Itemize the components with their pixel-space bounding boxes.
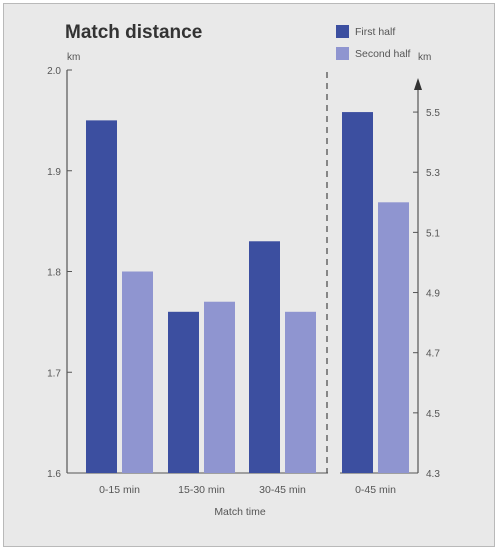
left-axis-unit: km: [67, 52, 80, 63]
category-label: 15-30 min: [178, 484, 225, 496]
chart-title: Match distance: [65, 22, 202, 43]
right-axis-tick-label: 4.3: [426, 469, 440, 480]
category-label: 0-45 min: [355, 484, 396, 496]
bar-second-half-0-15-min: [122, 271, 153, 473]
labels-group: 1.6 1.7 1.8 1.9 2.0 4.3 4.5 4.7 4.9 5.1 5.3 5.5 0-15…: [47, 66, 440, 496]
bar-first-half-15-30-min: [168, 311, 199, 473]
category-label: 30-45 min: [259, 484, 306, 496]
right-axis-tick-label: 5.1: [426, 228, 440, 239]
bar-second-half-0-45-min: [378, 202, 409, 474]
right-axis-tick-label: 5.3: [426, 168, 440, 179]
right-axis-tick-label: 5.5: [426, 108, 440, 119]
left-axis-tick-label: 1.8: [47, 268, 61, 279]
right-axis-tick-label: 4.5: [426, 409, 440, 420]
left-axis-tick-label: 1.6: [47, 469, 61, 480]
x-axis-title: Match time: [214, 506, 266, 518]
legend-label-second-half: Second half: [355, 48, 411, 60]
bar-first-half-0-45-min: [342, 112, 373, 474]
right-axis-unit: km: [418, 52, 431, 63]
left-axis-tick-label: 1.9: [47, 167, 61, 178]
legend-swatch-second-half: [336, 47, 349, 60]
legend-label-first-half: First half: [355, 26, 395, 38]
legend-swatch-first-half: [336, 25, 349, 38]
category-label: 0-15 min: [99, 484, 140, 496]
right-axis-arrow-icon: [414, 78, 422, 90]
bar-first-half-30-45-min: [249, 241, 280, 473]
bar-second-half-30-45-min: [285, 311, 316, 473]
left-axis-tick-label: 2.0: [47, 66, 61, 77]
left-axis-tick-label: 1.7: [47, 368, 61, 379]
right-axis-tick-label: 4.7: [426, 349, 440, 360]
bars-group: [86, 112, 409, 474]
bar-first-half-0-15-min: [86, 120, 117, 473]
bar-second-half-15-30-min: [204, 301, 235, 473]
right-axis-tick-label: 4.9: [426, 289, 440, 300]
